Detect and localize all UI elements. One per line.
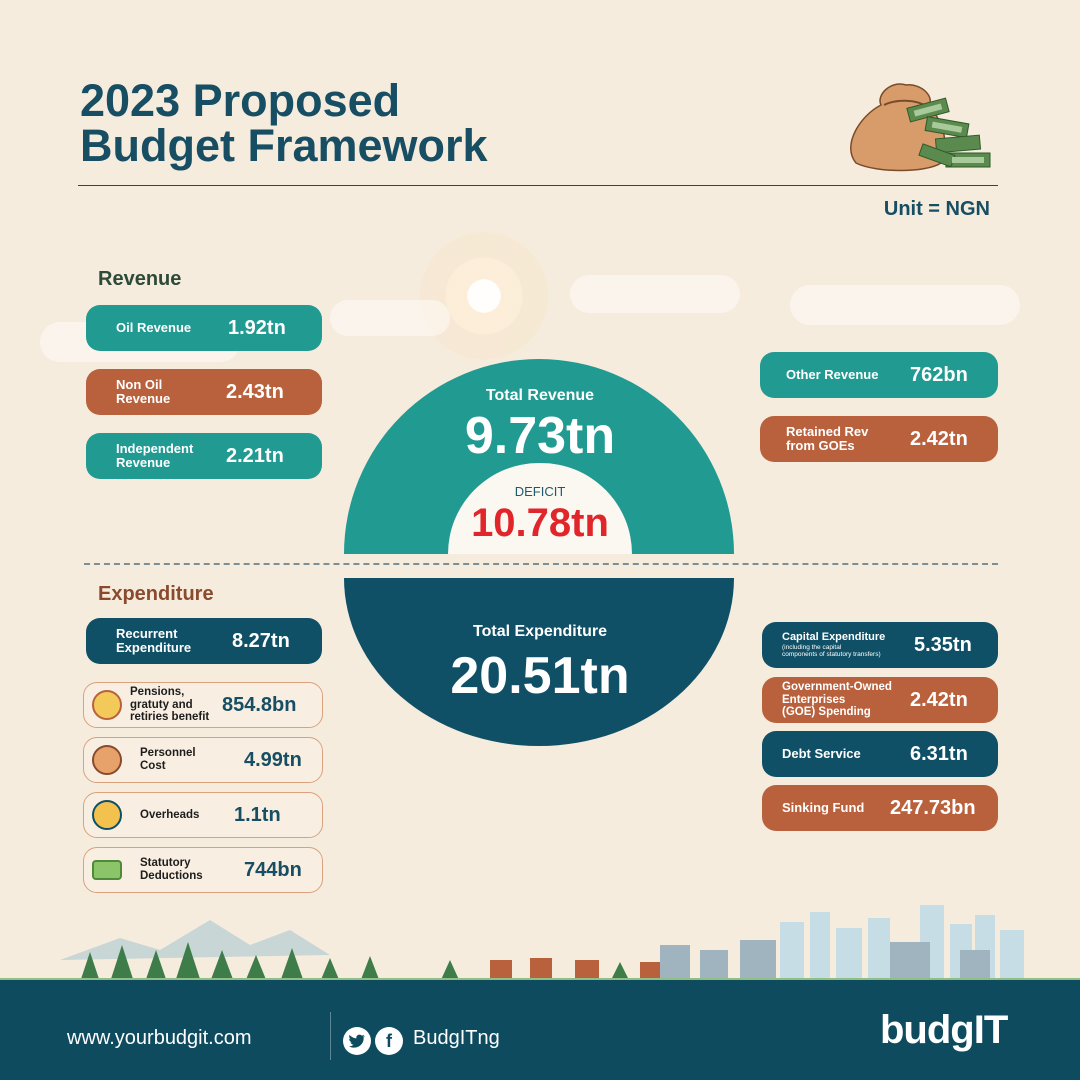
personnel-cost-card: Personnel Cost 4.99tn [83,737,323,783]
non-oil-label-line2: Revenue [116,391,171,406]
pensions-card: Pensions, gratuty and retiries benefit 8… [83,682,323,728]
capital-label-sub2: components of statutory transfers) [782,650,881,658]
non-oil-revenue-value: 2.43tn [226,380,284,403]
overheads-value: 1.1tn [234,803,281,826]
section-divider [84,563,998,565]
overheads-label: Overheads [140,808,200,821]
total-expenditure-value: 20.51tn [450,647,630,705]
brand-logo: budgIT [880,1008,1008,1052]
twitter-icon[interactable] [343,1027,371,1055]
non-oil-revenue-label: Non Oil Revenue [116,376,226,406]
oil-revenue-label: Oil Revenue [116,319,192,335]
goe-label-line2: Enterprises [782,693,846,706]
title-line-1: 2023 Proposed [80,75,401,126]
recurrent-label-line1: Recurrent [116,625,178,641]
sinking-fund-value: 247.73bn [890,796,976,819]
independent-label-line1: Independent [116,440,194,456]
retained-revenue-value: 2.42tn [910,427,968,450]
footer-divider [330,1012,331,1060]
website-link[interactable]: www.yourbudgit.com [67,1027,252,1049]
goe-label-line1: Government-Owned [782,681,892,694]
deficit-label: DEFICIT [514,484,566,499]
sun-decoration [420,232,548,360]
debt-service-label: Debt Service [782,745,861,761]
skyline-illustration [0,905,1080,982]
goe-spending-value: 2.42tn [910,688,968,711]
page-title: 2023 Proposed Budget Framework [80,78,488,168]
total-revenue-value: 9.73tn [464,407,616,465]
facebook-icon[interactable]: f [375,1027,403,1055]
pensions-label-line2: gratuty and [130,698,193,711]
capital-expenditure-label: Capital Expenditure (including the capit… [782,632,914,658]
pension-icon [92,690,122,720]
independent-revenue-value: 2.21tn [226,444,284,467]
recurrent-expenditure-value: 8.27tn [232,629,290,652]
pensions-label-line1: Pensions, [130,686,185,699]
capital-expenditure-value: 5.35tn [914,633,972,656]
pensions-label: Pensions, gratuty and retiries benefit [130,686,222,724]
cash-icon [92,860,122,880]
recurrent-label-line2: Expenditure [116,640,192,655]
independent-revenue-label: Independent Revenue [116,440,226,470]
personnel-cost-label: Personnel Cost [140,747,244,772]
expenditure-heading: Expenditure [98,583,214,605]
independent-label-line2: Revenue [116,455,171,470]
people-icon [92,745,122,775]
total-revenue-label: Total Revenue [485,387,595,404]
retained-revenue-label: Retained Rev from GOEs [786,423,910,453]
goe-spending-card: Government-Owned Enterprises (GOE) Spend… [762,677,998,723]
other-revenue-value: 762bn [910,363,968,386]
cloud-decoration [570,275,740,313]
retained-label-line2: from GOEs [786,438,855,453]
total-expenditure-label: Total Expenditure [473,623,607,640]
retained-revenue-card: Retained Rev from GOEs 2.42tn [760,416,998,462]
recurrent-expenditure-card: Recurrent Expenditure 8.27tn [86,618,322,664]
unit-label: Unit = NGN [883,198,990,220]
non-oil-label-line1: Non Oil [116,376,163,392]
social-handle[interactable]: BudgITng [413,1027,500,1049]
other-revenue-card: Other Revenue 762bn [760,352,998,398]
capital-label-main: Capital Expenditure [782,631,886,643]
revenue-heading: Revenue [98,268,182,290]
sinking-fund-card: Sinking Fund 247.73bn [762,785,998,831]
debt-service-card: Debt Service 6.31tn [762,731,998,777]
personnel-label-line1: Personnel [140,747,196,760]
overheads-card: Overheads 1.1tn [83,792,323,838]
personnel-cost-value: 4.99tn [244,748,302,771]
recurrent-expenditure-label: Recurrent Expenditure [116,625,232,655]
non-oil-revenue-card: Non Oil Revenue 2.43tn [86,369,322,415]
other-revenue-label: Other Revenue [786,366,879,382]
statutory-deductions-label: Statutory Deductions [140,857,244,882]
statutory-label-line1: Statutory [140,857,191,870]
cloud-decoration [790,285,1020,325]
pensions-value: 854.8bn [222,693,297,716]
overheads-icon [92,800,122,830]
oil-revenue-value: 1.92tn [228,316,286,339]
deficit-value: 10.78tn [471,501,609,545]
debt-service-value: 6.31tn [910,742,968,765]
footer-bar [0,980,1080,1080]
oil-revenue-card: Oil Revenue 1.92tn [86,305,322,351]
independent-revenue-card: Independent Revenue 2.21tn [86,433,322,479]
header-divider [78,185,998,186]
statutory-label-line2: Deductions [140,870,203,882]
cloud-decoration [330,300,450,336]
title-line-2: Budget Framework [80,120,488,171]
goe-label-line3: (GOE) Spending [782,706,871,719]
statutory-deductions-value: 744bn [244,858,302,881]
personnel-label-line2: Cost [140,760,166,772]
capital-label-sub1: (including the capital [782,644,842,651]
money-bag-icon [850,83,991,172]
pensions-label-line3: retiries benefit [130,711,210,724]
retained-label-line1: Retained Rev [786,423,869,439]
statutory-deductions-card: Statutory Deductions 744bn [83,847,323,893]
sinking-fund-label: Sinking Fund [782,799,865,815]
capital-expenditure-card: Capital Expenditure (including the capit… [762,622,998,668]
goe-spending-label: Government-Owned Enterprises (GOE) Spend… [782,681,910,718]
